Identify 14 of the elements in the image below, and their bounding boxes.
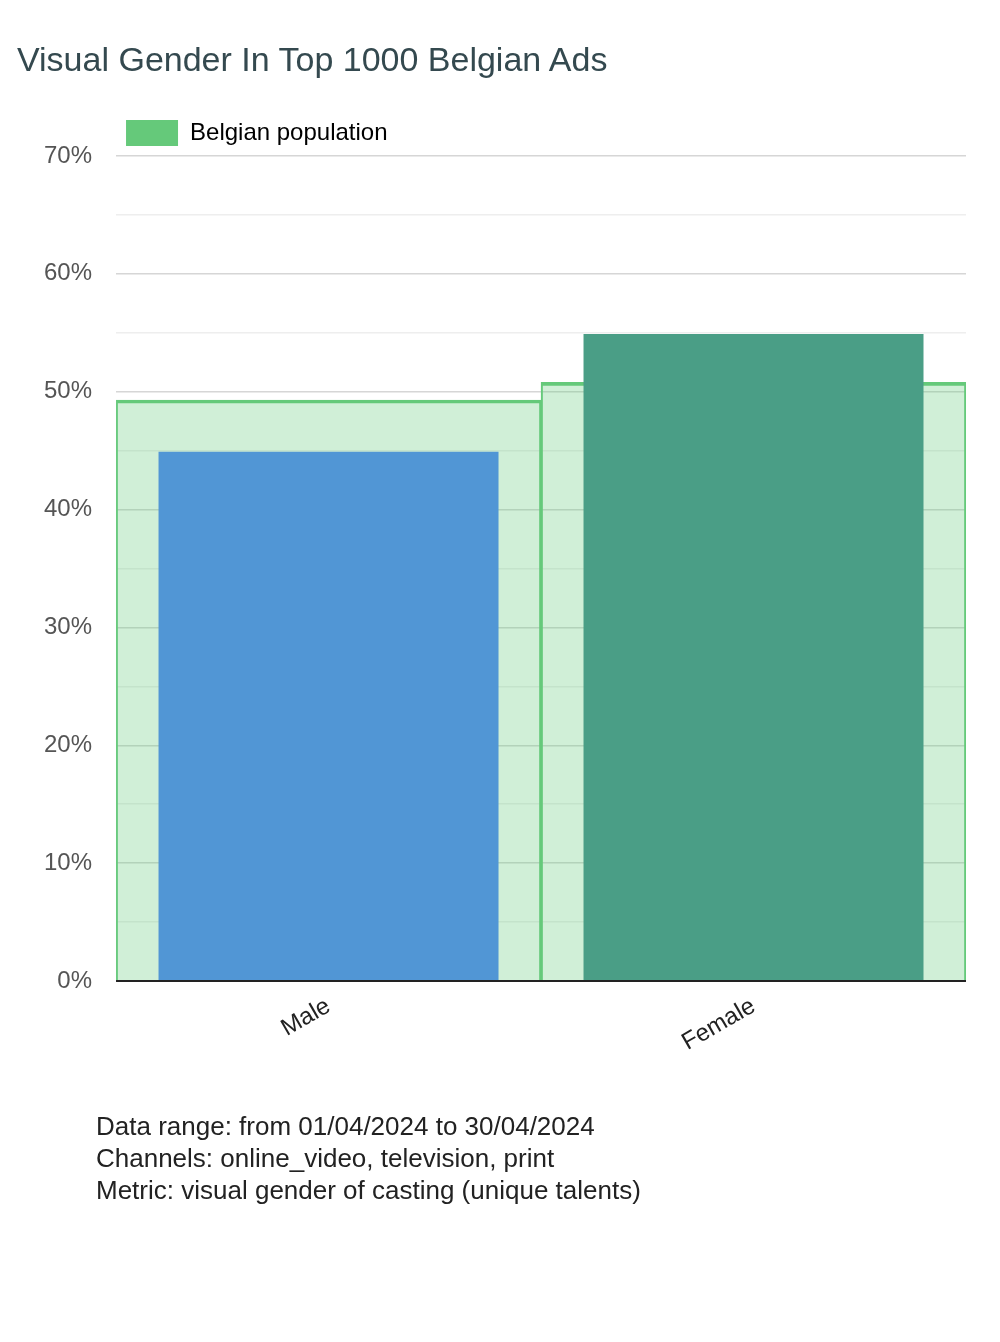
legend-label: Belgian population bbox=[190, 117, 388, 145]
y-tick-label: 70% bbox=[43, 140, 93, 168]
y-tick-label: 10% bbox=[43, 847, 93, 875]
chart-title: Visual Gender In Top 1000 Belgian Ads bbox=[17, 40, 608, 79]
text: Data range: from 01/04/2024 to 30/04/2024 bbox=[96, 1110, 596, 1142]
y-tick-label: 0% bbox=[57, 965, 93, 993]
y-tick-label: 40% bbox=[43, 494, 93, 522]
y-tick-label: 20% bbox=[43, 729, 93, 757]
y-tick-label: 50% bbox=[43, 376, 93, 404]
y-tick-label: 60% bbox=[43, 258, 93, 286]
text: Metric: visual gender of casting (unique talents) bbox=[96, 1174, 641, 1206]
text: Channels: online_video, television, print bbox=[96, 1142, 556, 1174]
x-tick-label: Male bbox=[275, 991, 335, 1041]
y-tick-label: 30% bbox=[43, 612, 93, 640]
